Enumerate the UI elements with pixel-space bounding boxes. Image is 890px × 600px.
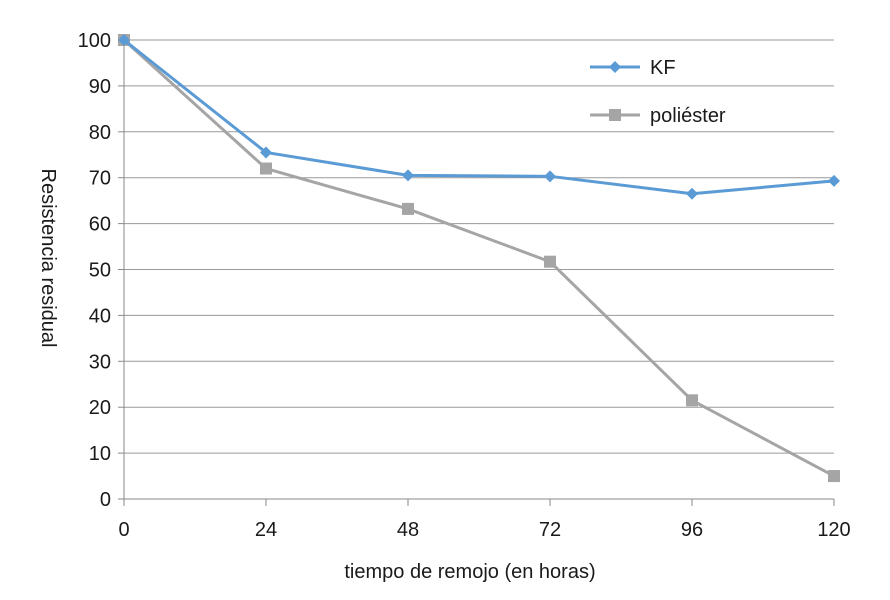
data-point	[544, 255, 556, 268]
y-axis-title: Resistencia residual	[37, 169, 59, 348]
x-tick-label: 48	[397, 519, 419, 541]
series	[118, 34, 840, 483]
series-kf	[118, 34, 840, 200]
x-tick-label: 96	[681, 519, 703, 541]
legend-item: KF	[590, 57, 676, 79]
y-tick-label: 20	[89, 397, 111, 419]
data-point	[544, 170, 556, 183]
legend-item: poliéster	[590, 105, 726, 127]
data-point	[260, 146, 272, 159]
y-tick-label: 50	[89, 260, 111, 282]
data-point	[118, 34, 130, 46]
x-tick-label: 24	[255, 519, 277, 541]
data-point	[686, 394, 698, 407]
data-point	[402, 169, 414, 182]
legend-label: poliéster	[650, 105, 726, 127]
y-tick-label: 60	[89, 214, 111, 236]
y-tick-label: 30	[89, 351, 111, 373]
data-point	[828, 174, 840, 187]
axes: 0 10 20 30 40 50 60 70 80 90 100 0 24 48 72 96 120	[78, 30, 851, 541]
data-point	[260, 162, 272, 175]
x-tick-label: 0	[118, 519, 129, 541]
x-axis-title: tiempo de remojo (en horas)	[344, 561, 595, 583]
data-point	[828, 470, 840, 483]
y-tick-label: 70	[89, 168, 111, 190]
y-tick-label: 100	[78, 30, 111, 52]
legend: KF poliéster	[590, 57, 726, 127]
y-tick-label: 90	[89, 76, 111, 98]
y-tick-label: 40	[89, 305, 111, 327]
legend-label: KF	[650, 57, 676, 79]
legend-marker	[609, 109, 621, 121]
y-tick-label: 80	[89, 122, 111, 144]
gridlines	[124, 39, 834, 454]
data-point	[686, 187, 698, 200]
series-line	[122, 38, 835, 478]
x-tick-label: 120	[817, 519, 850, 541]
data-point	[402, 202, 414, 215]
y-tick-label: 10	[89, 443, 111, 465]
y-tick-label: 0	[100, 489, 111, 511]
x-tick-label: 72	[539, 519, 561, 541]
series-poliester	[118, 34, 840, 483]
legend-marker	[609, 61, 621, 73]
series-line	[123, 38, 835, 196]
